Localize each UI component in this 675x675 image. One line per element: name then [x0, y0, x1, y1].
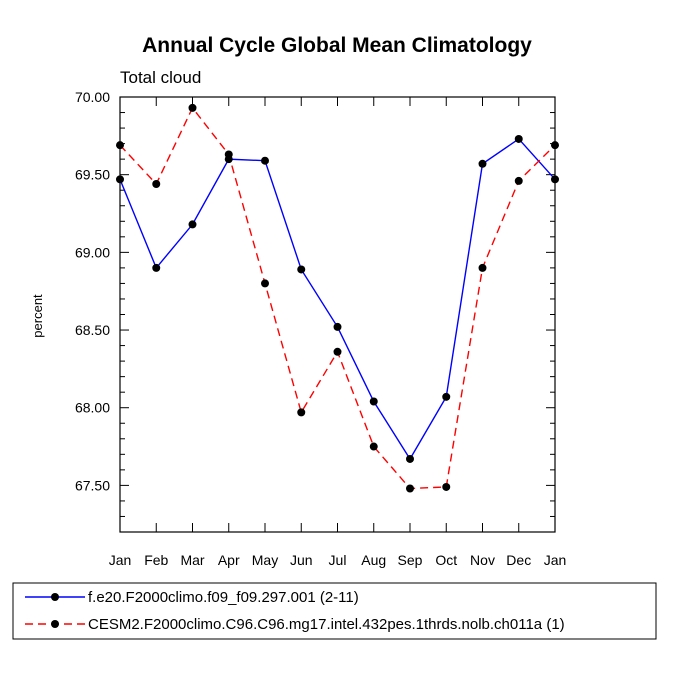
chart-title: Annual Cycle Global Mean Climatology: [142, 34, 532, 57]
series-1-point: [297, 265, 306, 274]
x-tick-label: Dec: [506, 552, 531, 568]
series-1-point: [116, 175, 124, 184]
series-2-point: [406, 484, 414, 493]
legend-marker-1: [51, 593, 59, 601]
x-tick-label: Feb: [144, 552, 168, 568]
y-tick-label: 68.00: [75, 400, 110, 416]
series-2-point: [188, 103, 197, 112]
series-1-point: [551, 175, 559, 184]
x-tick-label: Mar: [180, 552, 204, 568]
y-tick-label: 69.50: [75, 167, 110, 183]
series-1-point: [333, 322, 342, 331]
chart-subtitle: Total cloud: [120, 68, 201, 87]
y-axis-label: percent: [30, 294, 45, 338]
x-tick-label: Jan: [544, 552, 567, 568]
x-tick-label: Apr: [218, 552, 240, 568]
series-line-2: [119, 106, 556, 490]
x-tick-label: Aug: [361, 552, 386, 568]
series-1-point: [261, 156, 269, 165]
y-tick-label: 67.50: [75, 477, 110, 493]
x-tick-label: Oct: [435, 552, 457, 568]
series-1-point: [514, 134, 523, 143]
series-2-point: [333, 347, 342, 356]
series-2-point: [261, 279, 269, 288]
x-tick-label: May: [252, 552, 278, 568]
legend-label-2: CESM2.F2000climo.C96.C96.mg17.intel.432p…: [88, 616, 565, 633]
x-tick-label: Jun: [290, 552, 313, 568]
series-line-1: [119, 138, 556, 461]
series-1-point: [478, 159, 487, 168]
plot-area: 70.00 69.50 69.00 68.50 68.00 67.50 Jan Feb Mar A…: [75, 89, 566, 568]
series-2-point: [152, 180, 161, 188]
x-tick-label: Jul: [329, 552, 347, 568]
series-2-point: [514, 176, 523, 185]
y-tick-label: 70.00: [75, 89, 110, 105]
x-tick-label: Jan: [109, 552, 132, 568]
series-2-point: [116, 141, 124, 150]
series-1-point: [369, 397, 378, 406]
series-1-point: [152, 263, 161, 272]
x-tick-label: Nov: [470, 552, 495, 568]
series-1-point: [406, 454, 414, 463]
y-tick-label: 69.00: [75, 244, 110, 260]
x-tick-label: Sep: [398, 552, 423, 568]
legend-box: [12, 582, 657, 640]
series-1-point: [442, 392, 451, 401]
series-2-point: [442, 482, 451, 491]
series-2-point: [224, 150, 233, 159]
legend-marker-2: [51, 620, 59, 628]
series-2-point: [478, 263, 487, 272]
series-2-point: [551, 141, 559, 150]
series-1-point: [188, 220, 197, 229]
legend: f.e20.F2000climo.f09_f09.297.001 (2-11) C…: [25, 589, 565, 633]
legend-label-1: f.e20.F2000climo.f09_f09.297.001 (2-11): [88, 589, 359, 606]
series-2-point: [297, 408, 306, 417]
y-tick-label: 68.50: [75, 322, 110, 338]
plot-frame: [119, 96, 556, 533]
series-2-point: [369, 442, 378, 451]
